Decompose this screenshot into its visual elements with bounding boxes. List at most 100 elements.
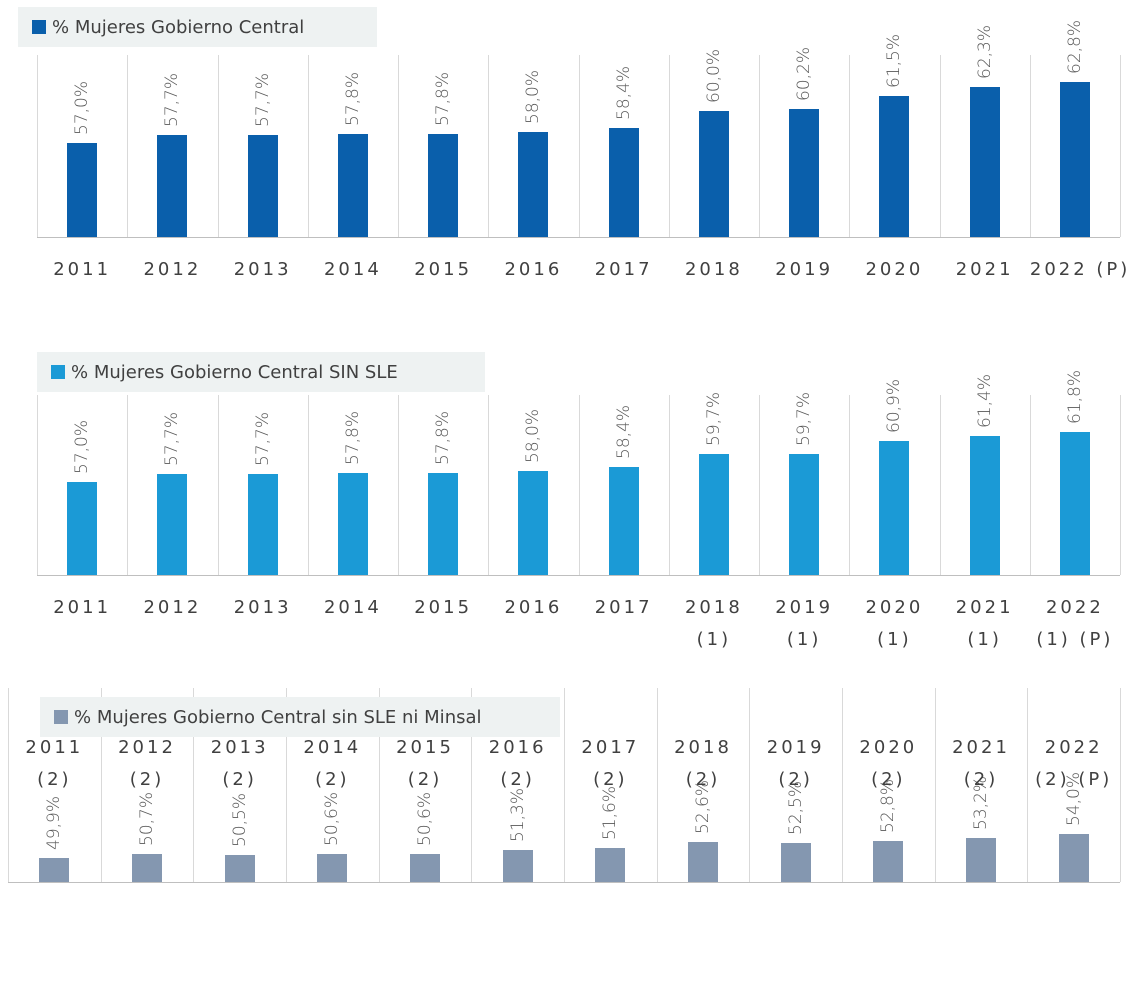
bar [224,854,255,882]
bar [698,111,729,237]
data-label: 61,5% [884,33,905,88]
data-label: 60,0% [703,49,724,104]
category-separator [37,55,38,237]
data-label: 57,8% [342,411,363,466]
legend: % Mujeres Gobierno Central [18,7,377,47]
x-tick-label: 2015 [414,597,473,618]
category-separator [849,395,851,575]
legend: % Mujeres Gobierno Central SIN SLE [37,352,485,392]
data-label: 59,7% [703,391,724,446]
category-separator [939,55,941,237]
data-label: 57,7% [252,412,273,467]
bar [969,436,1000,575]
category-separator [578,55,580,237]
category-separator [398,55,399,237]
category-separator [488,55,490,237]
category-separator [668,55,670,237]
axis-line [37,575,1120,576]
bar [337,473,368,575]
x-tick-label: 2021 [955,259,1014,280]
x-tick-label: 2022 (P) [1029,259,1126,280]
data-label: 57,0% [72,419,93,474]
data-label: 61,4% [974,374,995,429]
x-tick-label: 2011 (2) [25,737,84,790]
legend-label: % Mujeres Gobierno Central [52,16,305,38]
category-separator [1029,395,1031,575]
x-tick-label: 2022 (2) (P) [1035,737,1113,790]
x-tick-label: 2013 [233,259,292,280]
x-tick-label: 2014 [323,259,382,280]
x-tick-label: 2018 (1) [684,597,743,650]
x-tick-label: 2018 (2) [674,737,732,790]
axis-line [8,882,1120,883]
data-label: 49,9% [44,796,65,851]
data-label: 57,7% [162,73,183,128]
x-tick-label: 2012 (2) [118,737,176,790]
x-tick-label: 2019 [775,259,834,280]
bar [873,840,904,882]
axis-line [37,237,1120,238]
bar [1059,81,1090,237]
category-separator [398,395,399,575]
x-tick-label: 2019 (1) [775,597,834,650]
x-tick-label: 2016 [504,259,563,280]
bar [879,441,910,575]
data-label: 57,7% [252,73,273,128]
x-tick-label: 2021 (2) [952,737,1010,790]
bar [428,134,459,237]
legend: % Mujeres Gobierno Central sin SLE ni Mi… [40,697,560,737]
category-separator [127,395,129,575]
x-tick-label: 2016 (2) [488,737,547,790]
x-tick-label: 2021 (1) [955,597,1014,650]
category-separator [1029,55,1031,237]
category-separator [934,688,936,882]
bar [39,858,70,882]
x-tick-label: 2020 [865,259,924,280]
x-tick-label: 2016 [504,597,563,618]
legend-label: % Mujeres Gobierno Central SIN SLE [71,361,398,383]
category-separator [749,688,751,882]
category-separator [37,395,38,575]
data-label: 57,0% [72,80,93,135]
category-separator [378,688,380,882]
bar [410,854,440,882]
bar [67,481,98,575]
bar [608,128,639,237]
bar [157,135,188,237]
category-separator [471,688,473,882]
x-tick-label: 2018 [684,259,743,280]
bar [698,453,729,575]
data-label: 58,4% [613,66,634,121]
category-separator [488,395,490,575]
data-label: 50,5% [229,792,250,847]
data-label: 60,9% [884,379,905,434]
bar [780,842,811,882]
legend-swatch [54,710,68,724]
category-separator [307,395,309,575]
x-tick-label: 2020 (2) [859,737,918,790]
category-separator [1027,688,1029,882]
x-tick-label: 2020 (1) [865,597,924,650]
bar [247,135,278,237]
x-tick-label: 2014 [323,597,382,618]
data-label: 62,8% [1064,19,1085,74]
data-label: 62,3% [974,25,995,80]
data-label: 61,8% [1064,369,1085,424]
category-separator [668,395,670,575]
x-tick-label: 2017 (2) [581,737,640,790]
bar [879,95,910,237]
category-separator [1120,688,1121,882]
bar [518,471,549,575]
category-separator [564,688,565,882]
x-tick-label: 2011 [53,597,112,618]
legend-label: % Mujeres Gobierno Central sin SLE ni Mi… [74,706,482,728]
data-label: 50,7% [137,791,157,846]
x-tick-label: 2017 [594,259,653,280]
category-separator [1120,55,1121,237]
category-separator [217,55,219,237]
category-separator [759,395,760,575]
data-label: 50,6% [322,792,343,847]
data-label: 57,8% [342,72,363,127]
x-tick-label: 2015 (2) [396,737,454,790]
